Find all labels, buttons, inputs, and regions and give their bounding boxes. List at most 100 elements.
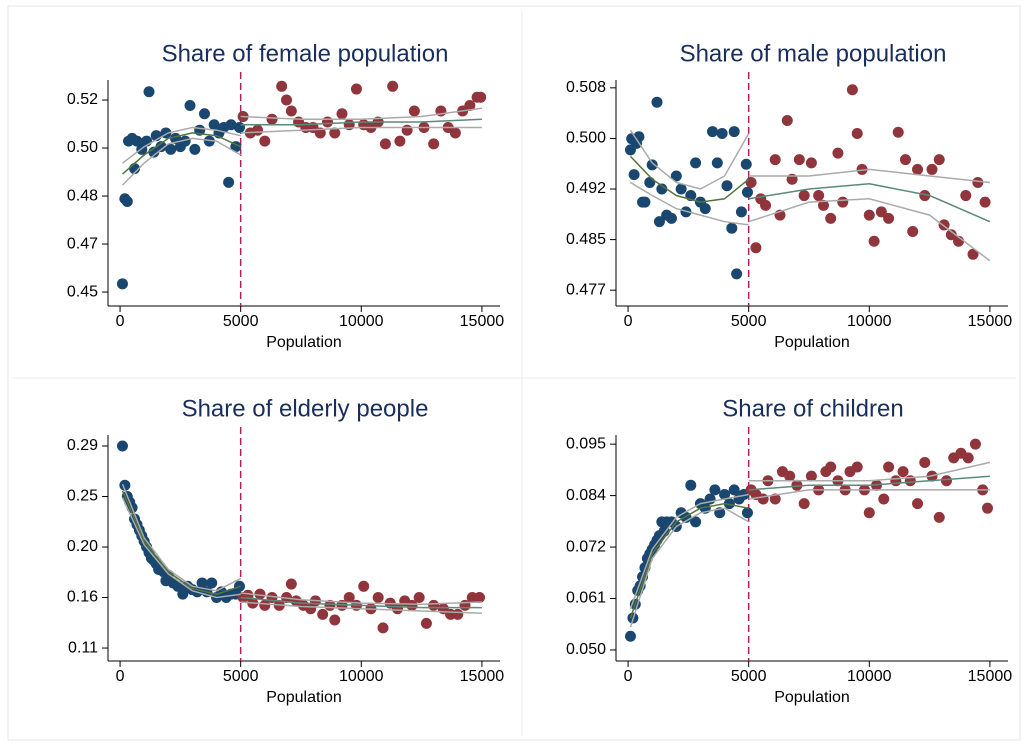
- x-tick-label: 15000: [460, 668, 505, 685]
- point: [401, 124, 413, 136]
- point: [177, 588, 189, 600]
- point: [653, 216, 665, 228]
- point: [832, 147, 844, 159]
- y-tick-label: 0.500: [566, 130, 606, 147]
- x-tick-label: 10000: [847, 313, 892, 330]
- point: [285, 578, 297, 590]
- point: [750, 242, 762, 254]
- fit-line: [240, 596, 482, 609]
- point: [358, 580, 370, 592]
- fit-line: [122, 126, 241, 164]
- point: [322, 116, 334, 128]
- point: [155, 141, 167, 153]
- point: [449, 127, 461, 139]
- fit-line: [240, 107, 483, 120]
- point: [769, 493, 781, 505]
- point: [428, 599, 440, 611]
- point: [851, 461, 863, 473]
- point: [254, 588, 266, 600]
- fit-line: [121, 483, 242, 592]
- point: [878, 493, 890, 505]
- x-tick-label: 5000: [223, 313, 259, 330]
- point: [825, 461, 837, 473]
- point: [912, 163, 924, 175]
- point: [883, 212, 895, 224]
- point: [413, 592, 425, 604]
- point: [184, 100, 196, 112]
- point: [644, 176, 656, 188]
- fit-line: [121, 490, 241, 595]
- fit-line: [748, 475, 990, 491]
- panel-title: Share of male population: [680, 40, 947, 67]
- point: [897, 466, 909, 478]
- point: [394, 135, 406, 147]
- point: [464, 100, 476, 112]
- point: [728, 126, 740, 138]
- point: [979, 196, 991, 208]
- point: [372, 592, 384, 604]
- point: [757, 493, 769, 505]
- panel: Share of elderly people 0.11 0.16 0.20 0.25 0…: [67, 395, 504, 706]
- point: [784, 470, 796, 482]
- point: [890, 475, 902, 487]
- y-tick-label: 0.485: [566, 231, 606, 248]
- point: [690, 157, 702, 169]
- point: [740, 158, 752, 170]
- point: [387, 80, 399, 92]
- point: [208, 119, 220, 131]
- point: [165, 143, 177, 155]
- x-axis-label: Population: [266, 689, 342, 706]
- point: [350, 83, 362, 95]
- x-tick-label: 0: [116, 313, 125, 330]
- point: [726, 222, 738, 234]
- point: [225, 119, 237, 131]
- point: [731, 268, 743, 280]
- point: [709, 484, 721, 496]
- point: [721, 180, 733, 192]
- point: [656, 183, 668, 195]
- fit-line: [122, 132, 242, 175]
- point: [863, 209, 875, 221]
- point: [919, 190, 931, 202]
- point: [233, 121, 245, 133]
- x-tick-label: 0: [624, 313, 633, 330]
- x-axis-label: Population: [774, 334, 850, 351]
- y-tick-label: 0.47: [67, 235, 98, 252]
- point: [745, 176, 757, 188]
- point: [179, 135, 191, 147]
- point: [851, 128, 863, 140]
- panel-title: Share of elderly people: [182, 395, 429, 422]
- point: [651, 96, 663, 108]
- y-tick-label: 0.52: [67, 91, 98, 108]
- y-tick-label: 0.095: [566, 435, 606, 452]
- point: [716, 128, 728, 140]
- point: [793, 154, 805, 166]
- point: [281, 94, 293, 106]
- panel-title: Share of children: [722, 395, 903, 422]
- point: [223, 176, 235, 188]
- point: [379, 138, 391, 150]
- point: [329, 127, 341, 139]
- point: [933, 154, 945, 166]
- point: [981, 502, 993, 514]
- point: [719, 488, 731, 500]
- x-axis-label: Population: [774, 689, 850, 706]
- point: [945, 229, 957, 241]
- y-tick-label: 0.16: [67, 589, 98, 606]
- point: [336, 108, 348, 120]
- point: [919, 456, 931, 468]
- point: [317, 608, 329, 620]
- y-tick-label: 0.11: [68, 639, 98, 656]
- point: [760, 199, 772, 211]
- point: [825, 212, 837, 224]
- y-tick-label: 0.050: [566, 641, 606, 658]
- point: [343, 592, 355, 604]
- point: [329, 614, 341, 626]
- point: [203, 135, 215, 147]
- point: [741, 186, 753, 198]
- point: [798, 498, 810, 510]
- fit-line: [629, 502, 749, 619]
- x-tick-label: 5000: [731, 668, 767, 685]
- y-tick-label: 0.492: [566, 180, 606, 197]
